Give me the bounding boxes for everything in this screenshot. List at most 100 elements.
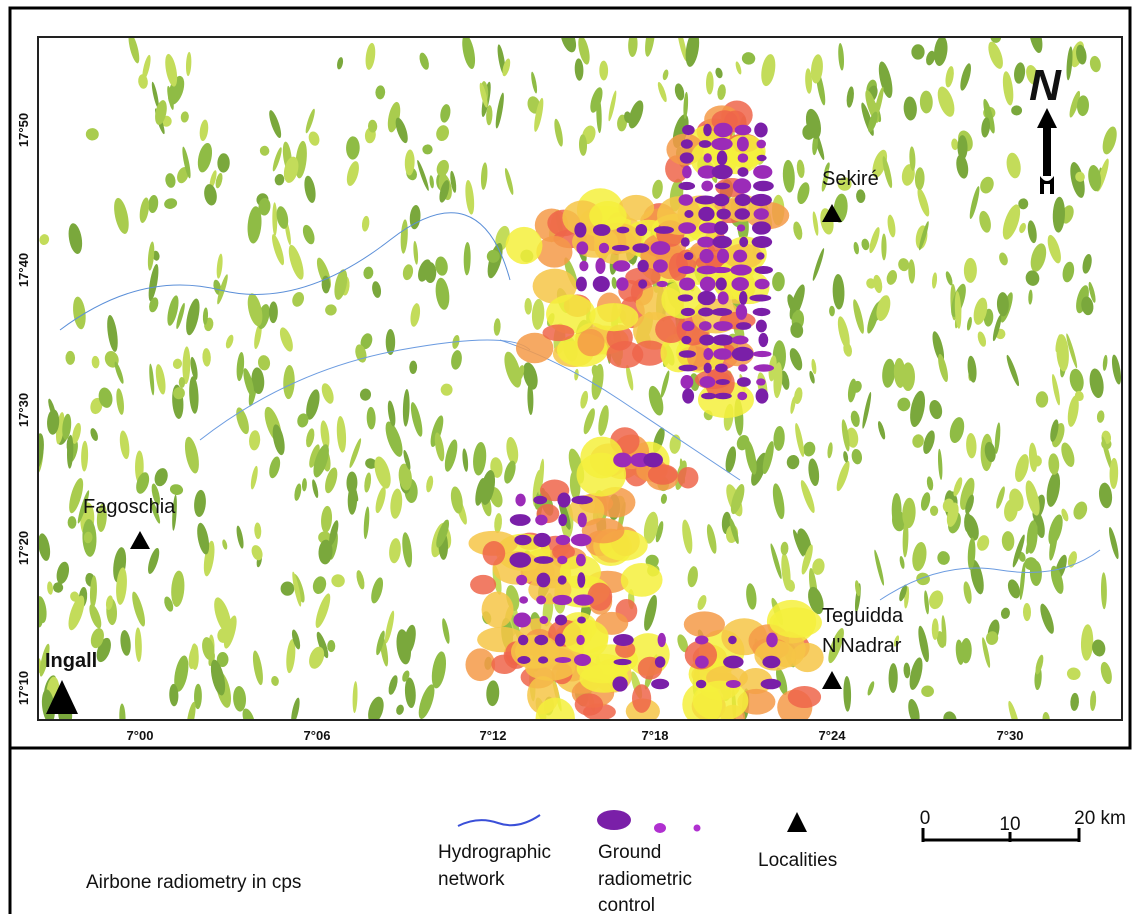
locality-marker bbox=[822, 204, 842, 222]
anomaly bbox=[725, 446, 737, 473]
anomaly bbox=[180, 111, 189, 123]
lat-labels: 17°50 17°40 17°30 17°20 17°10 bbox=[16, 113, 31, 705]
ground-control bbox=[712, 235, 732, 249]
anomaly bbox=[346, 136, 360, 160]
anomaly bbox=[930, 505, 939, 516]
anomaly bbox=[346, 161, 359, 186]
anomaly bbox=[216, 253, 223, 279]
hot-zone bbox=[769, 607, 822, 638]
ground-control bbox=[613, 634, 634, 646]
anomaly bbox=[706, 71, 714, 95]
ground-control bbox=[713, 193, 730, 207]
anomaly bbox=[862, 392, 872, 429]
anomaly bbox=[994, 422, 1001, 454]
anomaly bbox=[662, 69, 669, 81]
hot-zone bbox=[647, 464, 678, 485]
ground-control bbox=[573, 594, 594, 606]
anomaly bbox=[1050, 565, 1064, 594]
ground-control bbox=[638, 279, 648, 289]
anomaly bbox=[142, 54, 151, 81]
ground-control bbox=[612, 676, 628, 692]
anomaly bbox=[83, 531, 93, 544]
anomaly bbox=[580, 390, 589, 409]
anomaly bbox=[524, 298, 532, 315]
hot-zone bbox=[552, 543, 575, 560]
anomaly bbox=[923, 430, 935, 454]
anomaly bbox=[150, 499, 161, 524]
anomaly bbox=[1048, 514, 1063, 546]
anomaly bbox=[210, 659, 226, 696]
anomaly bbox=[105, 595, 113, 611]
ground-control bbox=[739, 236, 749, 248]
anomaly bbox=[308, 131, 320, 146]
ground-control bbox=[679, 277, 696, 291]
anomaly bbox=[914, 167, 925, 191]
anomaly bbox=[868, 111, 878, 133]
anomaly bbox=[495, 92, 504, 129]
ground-control bbox=[533, 532, 551, 548]
anomaly bbox=[657, 81, 667, 103]
ground-control bbox=[714, 392, 732, 400]
anomaly bbox=[1061, 442, 1075, 467]
anomaly bbox=[1002, 71, 1014, 106]
anomaly bbox=[363, 506, 370, 540]
anomaly bbox=[155, 100, 167, 125]
anomaly bbox=[297, 413, 309, 428]
anomaly bbox=[810, 54, 823, 84]
anomaly bbox=[1019, 222, 1026, 234]
ground-control bbox=[677, 266, 695, 274]
anomaly bbox=[155, 364, 166, 395]
anomaly bbox=[677, 37, 688, 62]
anomaly bbox=[697, 595, 707, 610]
anomaly bbox=[119, 430, 130, 460]
ground-control bbox=[753, 208, 769, 220]
map-frame bbox=[37, 36, 1123, 721]
anomaly bbox=[254, 322, 262, 350]
anomaly bbox=[854, 580, 861, 597]
ground-control bbox=[762, 655, 781, 669]
anomaly bbox=[249, 430, 261, 451]
anomaly bbox=[90, 397, 103, 415]
ground-control bbox=[598, 242, 610, 254]
lon-labels: 7°00 7°06 7°12 7°18 7°24 7°30 bbox=[127, 728, 1024, 743]
anomaly bbox=[398, 463, 412, 491]
anomaly bbox=[988, 41, 1003, 69]
anomaly bbox=[977, 331, 987, 347]
ground-control bbox=[736, 136, 749, 152]
anomaly bbox=[812, 134, 818, 156]
scale-label: 10 bbox=[999, 814, 1020, 835]
anomaly bbox=[81, 440, 89, 472]
ground-control bbox=[714, 221, 729, 235]
anomaly bbox=[1076, 44, 1087, 65]
ground-control bbox=[514, 534, 532, 546]
anomaly bbox=[1002, 204, 1021, 240]
anomaly bbox=[950, 491, 958, 506]
ground-control bbox=[680, 139, 693, 149]
anomaly bbox=[89, 604, 102, 629]
ground-control bbox=[699, 334, 715, 346]
anomaly bbox=[876, 295, 891, 321]
anomaly bbox=[217, 153, 230, 173]
anomaly bbox=[908, 698, 920, 720]
anomaly bbox=[1067, 551, 1077, 568]
anomaly bbox=[821, 168, 829, 192]
anomaly bbox=[366, 406, 376, 430]
anomaly bbox=[396, 629, 412, 665]
place-label: Fagoschia bbox=[83, 496, 176, 518]
anomaly bbox=[304, 175, 316, 203]
anomaly bbox=[365, 42, 376, 70]
anomaly bbox=[832, 274, 845, 310]
ground-control bbox=[643, 452, 663, 468]
anomaly bbox=[321, 383, 334, 404]
ground-control bbox=[713, 348, 732, 360]
anomaly bbox=[404, 677, 416, 709]
ground-control bbox=[653, 226, 675, 234]
anomaly bbox=[1035, 391, 1049, 408]
ground-control bbox=[577, 616, 586, 624]
ground-control bbox=[758, 332, 769, 348]
anomaly bbox=[436, 125, 449, 142]
anomaly bbox=[286, 639, 296, 674]
anomaly bbox=[217, 274, 228, 305]
anomaly bbox=[1066, 333, 1078, 369]
anomaly bbox=[274, 173, 285, 186]
